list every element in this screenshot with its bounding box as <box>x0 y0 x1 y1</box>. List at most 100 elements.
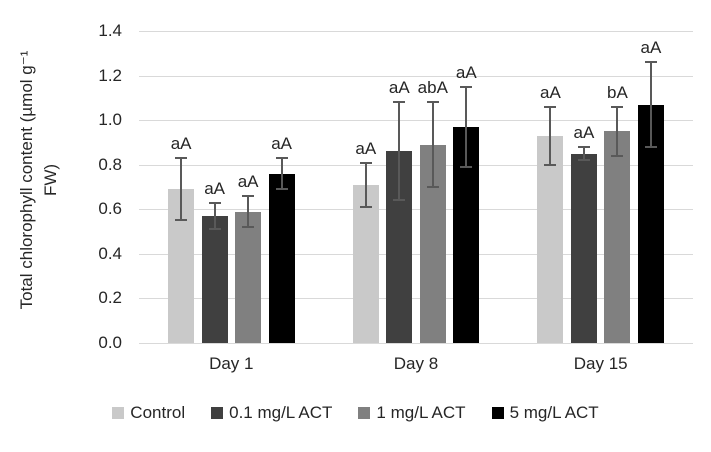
y-tick-label: 0.2 <box>98 288 122 308</box>
bar-significance-label: aA <box>237 171 259 191</box>
error-bar-line <box>616 105 619 157</box>
bar-significance-label: aA <box>355 138 377 158</box>
error-bar-line <box>649 61 652 148</box>
error-bar-cap <box>426 101 439 104</box>
legend-swatch <box>211 407 224 419</box>
error-bar-cap <box>208 201 221 204</box>
legend-label: 0.1 mg/L ACT <box>229 403 333 422</box>
error-bar <box>577 145 590 162</box>
y-tick-label: 0.0 <box>98 333 122 352</box>
error-bar-cap <box>175 157 188 159</box>
y-tick-label: 0.6 <box>98 199 122 219</box>
x-tick-label: Day 8 <box>393 354 439 373</box>
bar-significance-label: aA <box>388 78 410 98</box>
error-bar <box>544 105 557 166</box>
error-bar <box>208 201 221 231</box>
bar-significance-label: aA <box>640 38 662 58</box>
error-bar <box>275 157 288 191</box>
error-bar-cap <box>611 105 624 108</box>
legend-swatch <box>358 407 371 419</box>
bar-significance-label: aA <box>204 178 225 198</box>
error-bar-cap <box>175 219 188 222</box>
error-bar <box>242 194 255 229</box>
error-bar-cap <box>393 101 406 104</box>
bar-significance-label: aA <box>573 122 595 142</box>
y-tick-label: 1.4 <box>98 21 122 40</box>
error-bar <box>175 157 188 222</box>
error-bar-cap <box>544 163 557 166</box>
error-bar-cap <box>426 185 439 188</box>
gridline <box>139 31 693 32</box>
y-tick-label: 0.4 <box>98 243 122 263</box>
error-bar-cap <box>611 154 624 157</box>
error-bar-line <box>247 194 250 229</box>
legend: Control 0.1 mg/L ACT 1 mg/L ACT 5 mg/L ACT <box>0 403 711 423</box>
bar <box>235 211 262 343</box>
gridline <box>139 120 693 121</box>
legend-swatch <box>112 407 125 419</box>
gridline <box>139 298 693 299</box>
x-axis-line <box>139 343 693 344</box>
error-bar-line <box>180 157 183 222</box>
bar <box>201 216 228 343</box>
gridline <box>139 209 693 210</box>
error-bar-cap <box>275 157 288 159</box>
error-bar-line <box>280 157 283 191</box>
error-bar-cap <box>359 161 372 164</box>
error-bar-line <box>398 101 401 202</box>
legend-swatch <box>491 407 504 419</box>
gridline <box>139 254 693 255</box>
error-bar <box>426 101 439 188</box>
bar-significance-label: abA <box>417 78 448 98</box>
legend-item: 1 mg/L ACT <box>358 403 466 423</box>
legend-label: Control <box>130 403 186 422</box>
bar-significance-label: aA <box>271 134 292 153</box>
error-bar-cap <box>644 145 657 148</box>
error-bar-cap <box>577 159 590 162</box>
error-bar-line <box>465 85 468 168</box>
gridline <box>139 76 693 77</box>
y-tick-label: 0.8 <box>98 154 122 174</box>
bar-significance-label: aA <box>170 134 192 153</box>
error-bar-cap <box>242 226 255 229</box>
error-bar-line <box>549 105 552 166</box>
legend-label: 5 mg/L ACT <box>509 403 599 422</box>
error-bar <box>393 101 406 202</box>
error-bar <box>644 61 657 148</box>
bar-significance-label: aA <box>455 62 477 82</box>
x-tick-label: Day 15 <box>573 354 628 373</box>
error-bar-cap <box>644 61 657 64</box>
bar <box>352 184 379 343</box>
bar <box>537 135 564 343</box>
bar <box>570 153 597 343</box>
error-bar-cap <box>359 206 372 209</box>
error-bar-cap <box>393 199 406 202</box>
error-bar-cap <box>544 105 557 108</box>
bar-significance-label: aA <box>539 82 561 102</box>
y-tick-label: 1.0 <box>98 110 122 130</box>
error-bar-cap <box>208 228 221 231</box>
error-bar <box>359 161 372 209</box>
error-bar-line <box>364 161 367 209</box>
bar <box>604 131 631 343</box>
bar <box>268 173 295 343</box>
error-bar-cap <box>460 165 473 168</box>
legend-item: Control <box>112 403 185 423</box>
bar-significance-label: bA <box>606 82 628 102</box>
legend-label: 1 mg/L ACT <box>376 403 466 422</box>
error-bar-cap <box>242 194 255 197</box>
error-bar-cap <box>460 85 473 88</box>
error-bar-line <box>213 201 216 231</box>
error-bar-line <box>582 145 585 162</box>
x-tick-label: Day 1 <box>209 354 254 373</box>
error-bar <box>460 85 473 168</box>
error-bar-cap <box>577 145 590 148</box>
error-bar-line <box>431 101 434 188</box>
error-bar-cap <box>275 188 288 191</box>
legend-item: 0.1 mg/L ACT <box>211 403 332 423</box>
gridline <box>139 165 693 166</box>
y-tick-label: 1.2 <box>98 65 122 85</box>
legend-item: 5 mg/L ACT <box>491 403 599 423</box>
